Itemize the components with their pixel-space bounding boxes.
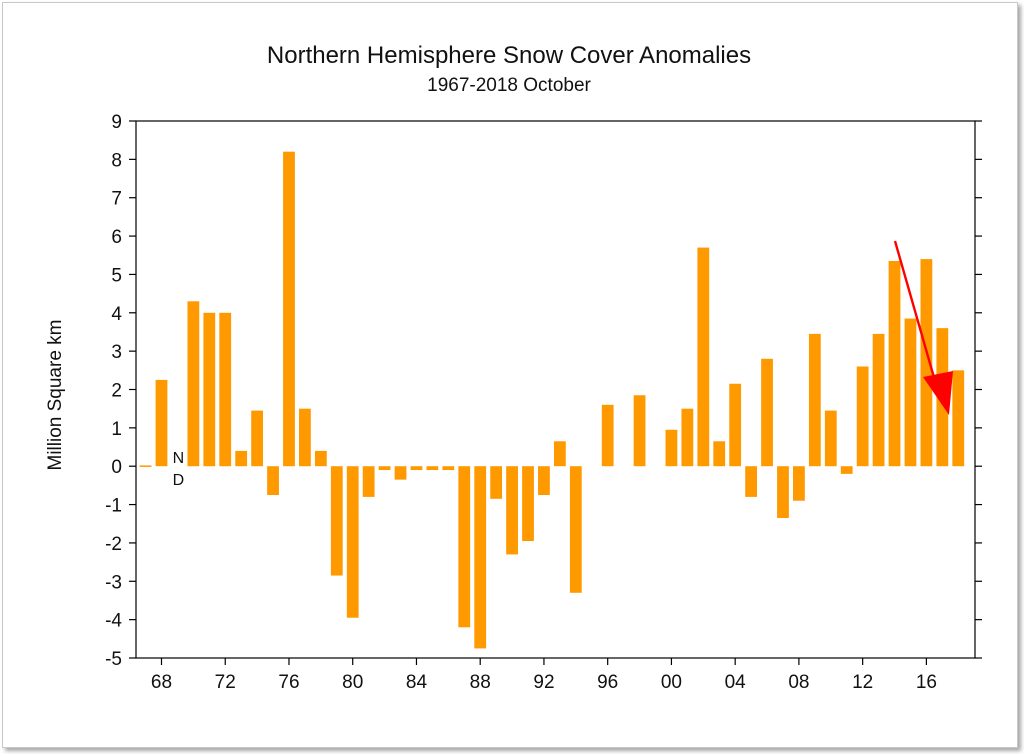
x-tick-label: 88 [470,672,491,693]
no-data-label-bottom: D [173,472,185,489]
y-tick-label: 8 [111,150,122,171]
y-tick-label: 9 [111,112,122,133]
bar-2002 [697,247,710,467]
y-tick-label: 2 [111,381,122,402]
y-tick-label: 5 [111,265,122,286]
bar-2001 [681,408,694,467]
bar-1992 [538,466,550,495]
trend-arrow [893,240,953,415]
bar-1984 [410,466,423,471]
bar-2004 [729,383,742,467]
y-tick-label: -1 [105,496,122,517]
bar-1988 [474,466,487,649]
x-tick-label: 80 [342,672,363,693]
y-tick-label: -3 [105,572,122,593]
x-tick-label: 16 [916,672,937,693]
bar-2000 [665,429,678,467]
bar-1987 [458,466,471,628]
bar-2014 [888,261,901,467]
y-axis: -5 -4 -3 -2 -1 0 1 2 3 4 5 6 7 8 9 [105,112,982,670]
bar-2006 [761,358,773,467]
bar-1993 [553,441,566,467]
bar-2010 [824,410,837,467]
x-tick-label: 84 [406,672,428,693]
bar-2005 [745,466,757,497]
bar-2003 [713,441,726,467]
bar-1967 [139,465,152,467]
bar-1990 [506,466,518,555]
y-axis-label: Million Square km [45,320,66,471]
trend-arrow-shaft [893,240,941,396]
bar-2012 [856,366,869,467]
bar-1976 [283,151,295,467]
bar-1980 [346,466,359,618]
x-tick-label: 00 [661,672,682,693]
no-data-label-top: N [173,450,185,467]
bar-1974 [251,410,263,467]
bar-2008 [793,466,805,501]
chart-subtitle: 1967-2018 October [427,75,591,96]
plot-area [135,120,976,659]
y-tick-label: 7 [111,189,122,210]
x-tick-label: 04 [725,672,747,693]
bar-1994 [569,466,582,593]
bar-1972 [219,312,232,467]
bar-1973 [235,450,248,467]
bar-2013 [872,333,885,467]
bar-1975 [267,466,279,495]
trend-arrow-head [923,371,953,415]
bar-1986 [442,466,455,471]
y-tick-label: 1 [111,419,122,440]
bars-group [139,151,965,649]
bar-1968 [155,379,168,467]
bar-1991 [522,466,534,542]
bar-1982 [378,466,391,471]
x-tick-label: 76 [278,672,299,693]
y-tick-label: 0 [111,457,122,478]
bar-1971 [203,312,216,467]
x-axis: 68 72 76 80 84 88 92 96 00 04 08 12 16 [151,658,937,693]
bar-1981 [362,466,375,497]
y-tick-label: 3 [111,342,122,363]
y-tick-label: -4 [105,611,122,632]
bar-1989 [490,466,503,499]
bar-2011 [840,466,853,474]
x-tick-label: 92 [533,672,554,693]
chart-title: Northern Hemisphere Snow Cover Anomalies [267,42,751,69]
x-tick-label: 72 [215,672,236,693]
bar-1983 [394,466,407,480]
bar-1979 [330,466,343,576]
bar-2015 [904,318,917,467]
bar-1978 [314,450,327,467]
x-tick-label: 96 [597,672,618,693]
bar-2007 [777,466,789,518]
snow-cover-chart: Northern Hemisphere Snow Cover Anomalies… [45,42,982,693]
bar-2018 [952,370,965,467]
bar-1970 [187,301,200,467]
y-tick-label: 6 [111,227,122,248]
y-tick-label: -2 [105,534,122,555]
bar-2009 [808,333,821,467]
bar-1996 [601,404,614,467]
y-tick-label: -5 [105,649,122,670]
bar-1998 [633,395,646,467]
x-tick-label: 08 [788,672,809,693]
y-tick-label: 4 [111,304,122,325]
bar-1977 [299,408,311,467]
bar-1985 [426,466,439,471]
x-tick-label: 68 [151,672,172,693]
x-tick-label: 12 [852,672,873,693]
bar-2016 [920,259,933,467]
